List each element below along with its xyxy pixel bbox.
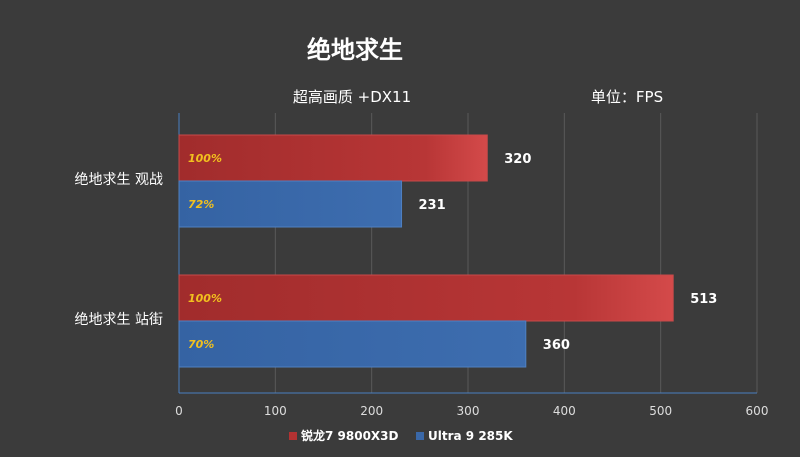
x-tick-label: 400 <box>553 404 576 418</box>
legend-label: 锐龙7 9800X3D <box>301 428 399 443</box>
legend-swatch <box>289 432 297 440</box>
chart-subtitle: 超高画质 +DX11 <box>293 88 411 106</box>
bar <box>178 134 488 182</box>
category-label: 绝地求生 站街 <box>75 312 163 328</box>
value-label: 513 <box>690 292 717 307</box>
value-label: 231 <box>419 198 446 213</box>
value-label: 320 <box>504 152 531 167</box>
x-tick-label: 200 <box>360 404 383 418</box>
bar <box>178 274 674 322</box>
percent-label: 72% <box>188 198 214 211</box>
legend-label: Ultra 9 285K <box>428 429 513 443</box>
chart-title: 绝地求生 <box>307 36 403 64</box>
legend: 锐龙7 9800X3D Ultra 9 285K <box>289 428 513 443</box>
x-tick-label: 100 <box>264 404 287 418</box>
legend-swatch <box>416 432 424 440</box>
x-tick-label: 600 <box>746 404 769 418</box>
bar <box>178 180 403 228</box>
unit-label: 单位：FPS <box>591 88 663 106</box>
x-tick-label: 0 <box>175 404 183 418</box>
category-label: 绝地求生 观战 <box>75 172 163 188</box>
percent-label: 70% <box>188 338 214 351</box>
x-tick-label: 500 <box>649 404 672 418</box>
bar <box>178 320 527 368</box>
percent-label: 100% <box>188 292 222 305</box>
x-tick-label: 300 <box>457 404 480 418</box>
value-label: 360 <box>543 338 570 353</box>
percent-label: 100% <box>188 152 222 165</box>
